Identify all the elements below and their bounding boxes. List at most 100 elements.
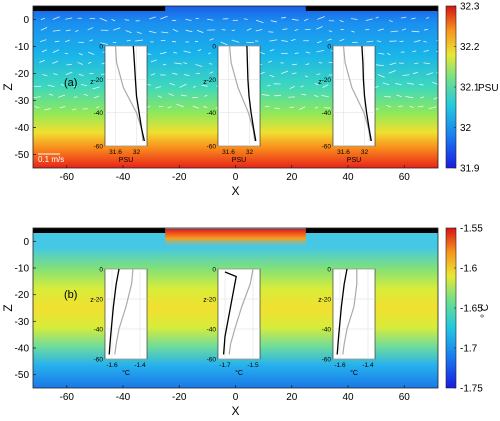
velocity-arrow (376, 40, 382, 43)
y-tick-label: -40 (15, 344, 30, 355)
inset-profile-gray (342, 269, 358, 355)
velocity-arrow (280, 70, 289, 75)
inset-y-tick-label: -40 (207, 327, 217, 334)
inset-frame (332, 45, 376, 147)
y-tick-label: -50 (15, 370, 30, 381)
velocity-arrow (390, 30, 399, 33)
ice-bar-1 (305, 6, 438, 11)
velocity-arrow (111, 18, 116, 22)
colorbar-tick-label: 31.9 (460, 164, 480, 175)
velocity-arrow (52, 60, 59, 64)
velocity-arrow (291, 18, 299, 21)
x-tick-label: -40 (116, 392, 131, 403)
velocity-arrow (220, 41, 228, 46)
inset-y-tick-label: -20 (94, 77, 104, 84)
velocity-arrow (321, 94, 329, 98)
velocity-arrow (294, 28, 299, 32)
velocity-arrow (195, 64, 203, 67)
colorbar-tick-label: 32.3 (460, 2, 480, 13)
inset-x-tick-label: -1.5 (247, 362, 259, 369)
velocity-arrow (64, 52, 69, 55)
velocity-arrow (268, 60, 272, 63)
inset-x-tick-label: -1.4 (134, 362, 146, 369)
velocity-arrow (386, 104, 392, 108)
velocity-arrow (53, 73, 58, 76)
velocity-arrow (388, 70, 396, 74)
velocity-arrow (377, 74, 385, 78)
velocity-arrow (423, 62, 431, 65)
velocity-arrow (201, 84, 208, 87)
panel-a-x-label: X (231, 184, 239, 198)
velocity-arrow (183, 74, 190, 76)
inset-x-tick-label: 32 (246, 149, 254, 156)
ice-bar-1 (305, 228, 438, 233)
velocity-arrow (411, 30, 420, 33)
velocity-arrow (317, 16, 325, 20)
vector-scale-label: 0.1 m/s (38, 155, 64, 164)
velocity-arrow (414, 39, 421, 43)
velocity-arrow (77, 62, 83, 65)
velocity-arrow (71, 108, 77, 111)
velocity-arrow (304, 75, 308, 78)
velocity-arrow (289, 106, 294, 109)
x-tick-label: 20 (286, 392, 298, 403)
velocity-arrow (40, 26, 48, 31)
panel-b-x-label: X (231, 404, 239, 418)
velocity-arrow (185, 29, 193, 33)
inset-y-tick-label: -20 (207, 297, 217, 304)
velocity-arrow (196, 29, 204, 33)
velocity-arrow (173, 51, 177, 54)
velocity-arrow (267, 85, 271, 87)
inset-x-tick-label: -1.7 (219, 362, 231, 369)
velocity-arrow (289, 86, 295, 89)
velocity-arrow (281, 16, 287, 19)
velocity-arrow (99, 17, 108, 22)
inset-frame (104, 45, 148, 147)
inset-x-tick-label: 31.6 (337, 149, 350, 156)
velocity-arrow (150, 73, 156, 76)
inset-y-label: z (203, 297, 207, 304)
velocity-arrow (87, 61, 92, 64)
inset-profile-black (132, 45, 146, 142)
inset-profile-black (246, 45, 257, 142)
velocity-arrow (375, 16, 379, 19)
x-tick-label: -20 (172, 392, 187, 403)
panel-b-y-label: Z (1, 304, 15, 311)
velocity-arrow (192, 85, 197, 88)
velocity-arrow (65, 39, 71, 43)
velocity-arrow (314, 83, 319, 86)
velocity-arrow (192, 105, 200, 109)
velocity-arrow (432, 81, 439, 85)
velocity-arrow (255, 28, 263, 32)
velocity-arrow (136, 31, 142, 35)
x-tick-label: 60 (399, 392, 411, 403)
velocity-arrow (78, 73, 84, 77)
velocity-arrow (155, 86, 162, 89)
velocity-arrow (339, 38, 345, 42)
velocity-arrow (126, 39, 131, 42)
velocity-arrow (168, 93, 174, 97)
inset-profile-black (361, 45, 372, 142)
velocity-arrow (207, 18, 214, 21)
inset-y-tick-label: -40 (207, 110, 217, 117)
y-tick-label: -20 (15, 290, 30, 301)
velocity-arrow (87, 27, 94, 31)
velocity-arrow (299, 106, 306, 110)
velocity-arrow (183, 50, 191, 54)
velocity-arrow (100, 42, 109, 45)
panel-a-colorbar-unit: PSU (478, 83, 499, 94)
velocity-arrow (41, 49, 48, 53)
x-tick-label: 20 (286, 172, 298, 183)
inset-frame (104, 268, 148, 360)
velocity-arrow (365, 18, 373, 21)
velocity-arrow (316, 26, 323, 30)
velocity-arrow (398, 105, 403, 107)
inset-x-tick-label: 32 (133, 149, 141, 156)
velocity-arrow (231, 29, 235, 31)
inset-y-tick-label: -60 (322, 357, 332, 364)
inset-x-label: PSU (232, 157, 246, 164)
velocity-arrow (314, 106, 318, 109)
